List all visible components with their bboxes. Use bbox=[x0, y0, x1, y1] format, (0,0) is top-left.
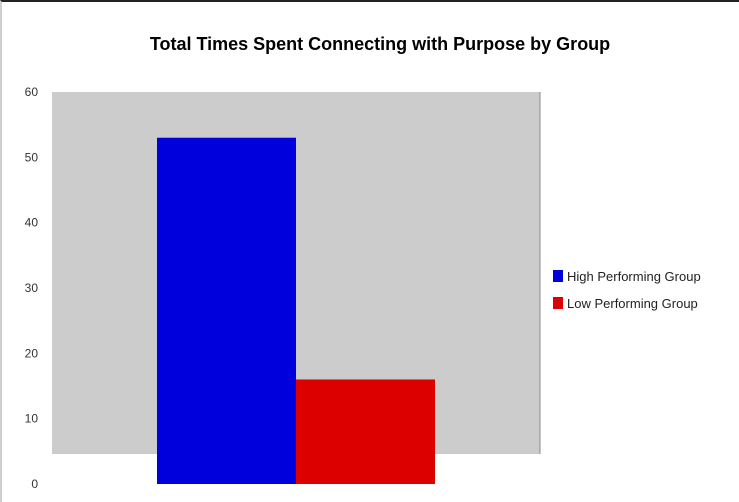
legend: High Performing Group Low Performing Grou… bbox=[553, 269, 701, 311]
y-tick-label: 40 bbox=[25, 216, 39, 230]
legend-label: High Performing Group bbox=[567, 269, 701, 284]
legend-swatch bbox=[553, 270, 563, 282]
y-tick-label: 0 bbox=[31, 477, 38, 491]
legend-swatch bbox=[553, 297, 563, 309]
legend-label: Low Performing Group bbox=[567, 296, 698, 311]
chart-title: Total Times Spent Connecting with Purpos… bbox=[150, 34, 610, 54]
y-tick-label: 30 bbox=[25, 281, 39, 295]
y-tick-label: 10 bbox=[25, 412, 39, 426]
y-tick-label: 20 bbox=[25, 346, 39, 360]
y-axis-ticks: 0 10 20 30 40 50 60 bbox=[25, 85, 39, 491]
bars bbox=[157, 137, 435, 484]
bar-high-performing bbox=[157, 137, 296, 484]
y-tick-label: 50 bbox=[25, 150, 39, 164]
bar-low-performing bbox=[296, 379, 435, 484]
y-tick-label: 60 bbox=[25, 85, 39, 99]
